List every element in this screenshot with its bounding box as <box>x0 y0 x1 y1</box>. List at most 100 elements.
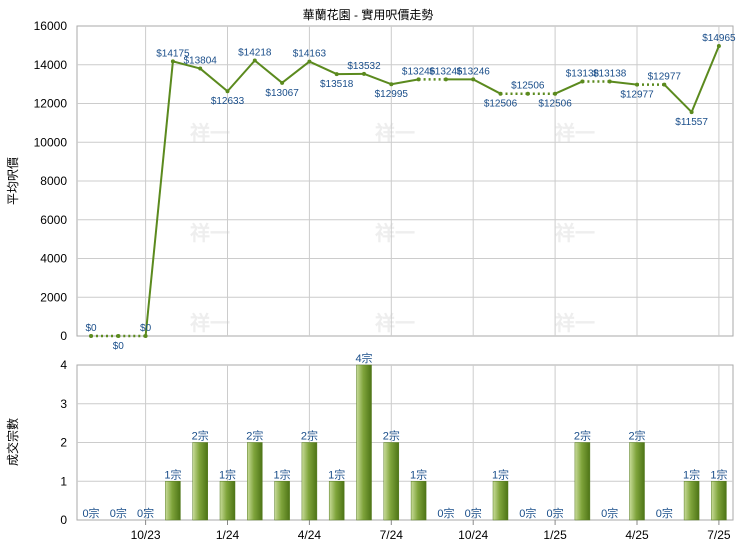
price-line-segment <box>281 60 311 84</box>
watermark: 祥一 <box>375 121 415 145</box>
price-y-tick-label: 16000 <box>34 19 68 33</box>
price-y-tick-label: 14000 <box>34 58 68 72</box>
price-line-segment <box>254 59 283 84</box>
volume-bar <box>219 481 236 521</box>
price-y-tick-label: 12000 <box>34 97 68 111</box>
volume-panel: 0 1 2 3 4 10/23 1/24 4/24 7/24 10/24 1/25 4/25 7/25 成… <box>5 351 734 542</box>
price-point <box>198 66 203 71</box>
volume-bar <box>492 481 509 521</box>
volume-y-tick-label: 2 <box>60 436 67 450</box>
price-line-segment <box>199 67 229 93</box>
volume-bar <box>410 481 427 521</box>
volume-bar <box>192 442 208 521</box>
volume-data-label: 0宗 <box>465 506 482 520</box>
price-data-label: $14218 <box>238 48 272 59</box>
price-point <box>143 334 148 338</box>
volume-data-label: 0宗 <box>547 506 564 520</box>
volume-data-label: 1宗 <box>710 467 727 481</box>
price-line-segment <box>144 61 174 337</box>
price-data-label: $0 <box>113 341 125 352</box>
watermark: 祥一 <box>190 221 230 245</box>
price-data-label: $12506 <box>484 99 518 110</box>
price-line-segment <box>609 80 638 86</box>
volume-y-tick-label: 1 <box>60 474 67 488</box>
price-line-segment <box>472 78 501 95</box>
volume-data-label: 1宗 <box>683 467 700 481</box>
price-point <box>170 59 175 64</box>
price-point <box>116 334 121 338</box>
x-tick-label: 4/24 <box>298 528 322 542</box>
volume-bar <box>328 481 345 521</box>
watermark: 祥一 <box>190 311 230 335</box>
price-point <box>89 334 93 338</box>
volume-data-label: 1宗 <box>410 467 427 481</box>
volume-bar <box>574 442 591 521</box>
volume-bar <box>629 442 645 521</box>
volume-data-label: 2宗 <box>383 429 400 443</box>
watermark: 祥一 <box>190 121 230 145</box>
price-point <box>607 79 612 84</box>
price-line-segment <box>308 60 338 75</box>
volume-data-label: 0宗 <box>519 506 536 520</box>
watermark: 祥一 <box>375 311 415 335</box>
price-line-segment <box>554 80 583 95</box>
price-data-label: $13804 <box>184 56 218 67</box>
volume-bar <box>356 364 372 521</box>
volume-bar <box>165 481 181 521</box>
price-point <box>362 71 366 76</box>
volume-y-tick-label: 0 <box>60 513 67 527</box>
volume-data-label: 0宗 <box>82 506 99 520</box>
price-point <box>553 91 558 96</box>
price-data-label: $13067 <box>265 88 299 99</box>
x-tick-label: 7/25 <box>707 528 731 542</box>
price-data-label: $0 <box>85 323 97 334</box>
volume-bar <box>683 481 700 521</box>
volume-data-label: 2宗 <box>628 429 645 443</box>
volume-y-axis-label: 成交宗數 <box>5 418 20 466</box>
price-y-tick-label: 2000 <box>40 290 67 304</box>
volume-data-label: 0宗 <box>656 506 673 520</box>
price-point <box>416 77 421 82</box>
volume-data-label: 1宗 <box>164 467 181 481</box>
price-data-label: $11557 <box>675 117 708 128</box>
x-tick-label: 7/24 <box>380 528 404 542</box>
x-tick-label: 1/25 <box>543 528 567 542</box>
price-point <box>580 79 585 84</box>
price-data-label: $13532 <box>347 61 381 72</box>
price-data-label: $12977 <box>620 90 654 101</box>
price-point <box>525 91 530 96</box>
price-y-tick-label: 8000 <box>40 174 67 188</box>
price-y-tick-label: 4000 <box>40 252 67 266</box>
price-point <box>498 91 503 96</box>
price-data-label: $13246 <box>402 66 436 77</box>
price-point <box>252 58 257 63</box>
volume-data-label: 2宗 <box>574 429 591 443</box>
price-point <box>471 77 476 82</box>
price-y-tick-label: 6000 <box>40 213 67 227</box>
price-line-segment <box>172 60 201 70</box>
volume-data-label: 2宗 <box>192 429 209 443</box>
watermark: 祥一 <box>555 311 595 335</box>
price-point <box>307 59 312 64</box>
price-y-axis-label: 平均呎價 <box>6 157 20 205</box>
volume-data-label: 0宗 <box>137 506 154 520</box>
price-data-label: $13246 <box>457 66 491 77</box>
price-point <box>689 110 694 115</box>
volume-bar <box>247 442 263 521</box>
x-tick-label: 1/24 <box>216 528 240 542</box>
price-data-label: $0 <box>140 323 152 334</box>
price-point <box>225 89 230 94</box>
price-point <box>389 82 394 87</box>
price-data-label: $13138 <box>593 68 627 79</box>
volume-bar <box>301 442 318 521</box>
volume-bar <box>383 442 400 521</box>
volume-data-label: 1宗 <box>328 467 345 481</box>
volume-data-label: 4宗 <box>355 351 372 365</box>
price-line-segment <box>391 78 419 86</box>
volume-bar <box>274 481 290 521</box>
volume-data-label: 2宗 <box>301 429 318 443</box>
volume-data-label: 0宗 <box>601 506 618 520</box>
price-point <box>662 82 667 87</box>
